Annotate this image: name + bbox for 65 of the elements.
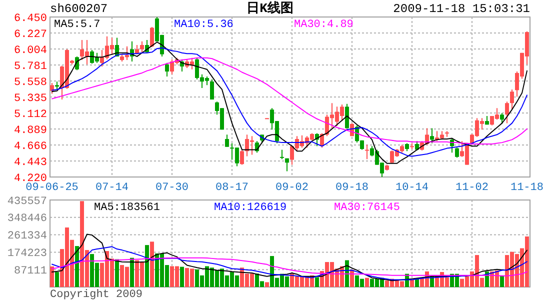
candlestick [455, 147, 459, 158]
text: Copyright 2009 [50, 289, 142, 300]
line-series [52, 246, 528, 280]
candlestick [225, 134, 229, 148]
bar [145, 245, 149, 287]
y-tick-label: 6.004 [14, 44, 48, 57]
text: MA30:76145 [334, 202, 400, 214]
line-series [52, 257, 528, 276]
candlestick [430, 128, 434, 144]
candlestick [285, 158, 289, 172]
y-tick-label: 5.558 [14, 76, 47, 89]
bar [115, 259, 119, 287]
y-tick-label: 87111 [14, 265, 48, 278]
candlestick [510, 88, 514, 110]
x-tick-label: 08-17 [215, 182, 249, 194]
y-tick-label: 4.889 [14, 124, 47, 137]
x-tick-label: 07-30 [155, 182, 189, 194]
candlestick [140, 40, 144, 54]
chart-title: 日K线图 [246, 1, 294, 16]
text: MA30:4.89 [294, 19, 354, 31]
bar [410, 280, 414, 287]
text: MA5:5.7 [54, 19, 100, 31]
candlestick [150, 26, 154, 48]
x-tick-label: 09-18 [335, 182, 369, 194]
bar [415, 278, 419, 287]
y-tick-label: 174223 [7, 248, 47, 260]
candlestick [500, 112, 504, 124]
bar [50, 266, 54, 287]
candlestick [280, 149, 284, 160]
bar [130, 258, 134, 287]
bar [180, 266, 184, 287]
candlestick [240, 149, 244, 166]
bar [315, 277, 319, 287]
text: MA10:126619 [214, 202, 287, 214]
x-tick-label: 07-14 [95, 182, 129, 194]
candlestick [505, 101, 509, 124]
y-tick-label: 348446 [7, 213, 47, 226]
y-tick-label: 6.227 [14, 28, 47, 41]
bar [75, 246, 79, 287]
y-tick-label: 435557 [7, 196, 47, 208]
y-tick-label: 4.666 [14, 140, 47, 153]
bar [500, 275, 504, 287]
series-label: MA10:5.36 [174, 19, 234, 31]
y-tick-label: 5.781 [14, 60, 48, 73]
y-tick-label: 4.443 [14, 156, 47, 169]
bar [265, 282, 269, 287]
bar [150, 242, 154, 287]
x-tick-label: 11-02 [455, 182, 489, 194]
x-tick-label: 10-14 [395, 182, 429, 194]
y-tick-label: 5.335 [14, 92, 47, 105]
bar [55, 272, 59, 287]
candlestick [365, 144, 369, 160]
candlestick [165, 62, 169, 78]
line-series [52, 234, 528, 282]
y-tick-label: 5.112 [14, 108, 47, 121]
candlestick [210, 78, 214, 100]
y-tick-label: 261334 [7, 230, 48, 243]
x-tick-label: 09-06-25 [26, 182, 78, 194]
text: 2009-11-18 15:03:31 [393, 2, 530, 16]
x-tick-label: 09-02 [275, 182, 309, 194]
y-tick-label: 6.450 [14, 12, 47, 25]
x-tick-label: 11-18 [510, 182, 544, 194]
chart-subtitle: sh600207 [50, 2, 108, 16]
series-label: MA5:183561 [94, 202, 160, 214]
bar [365, 278, 369, 287]
